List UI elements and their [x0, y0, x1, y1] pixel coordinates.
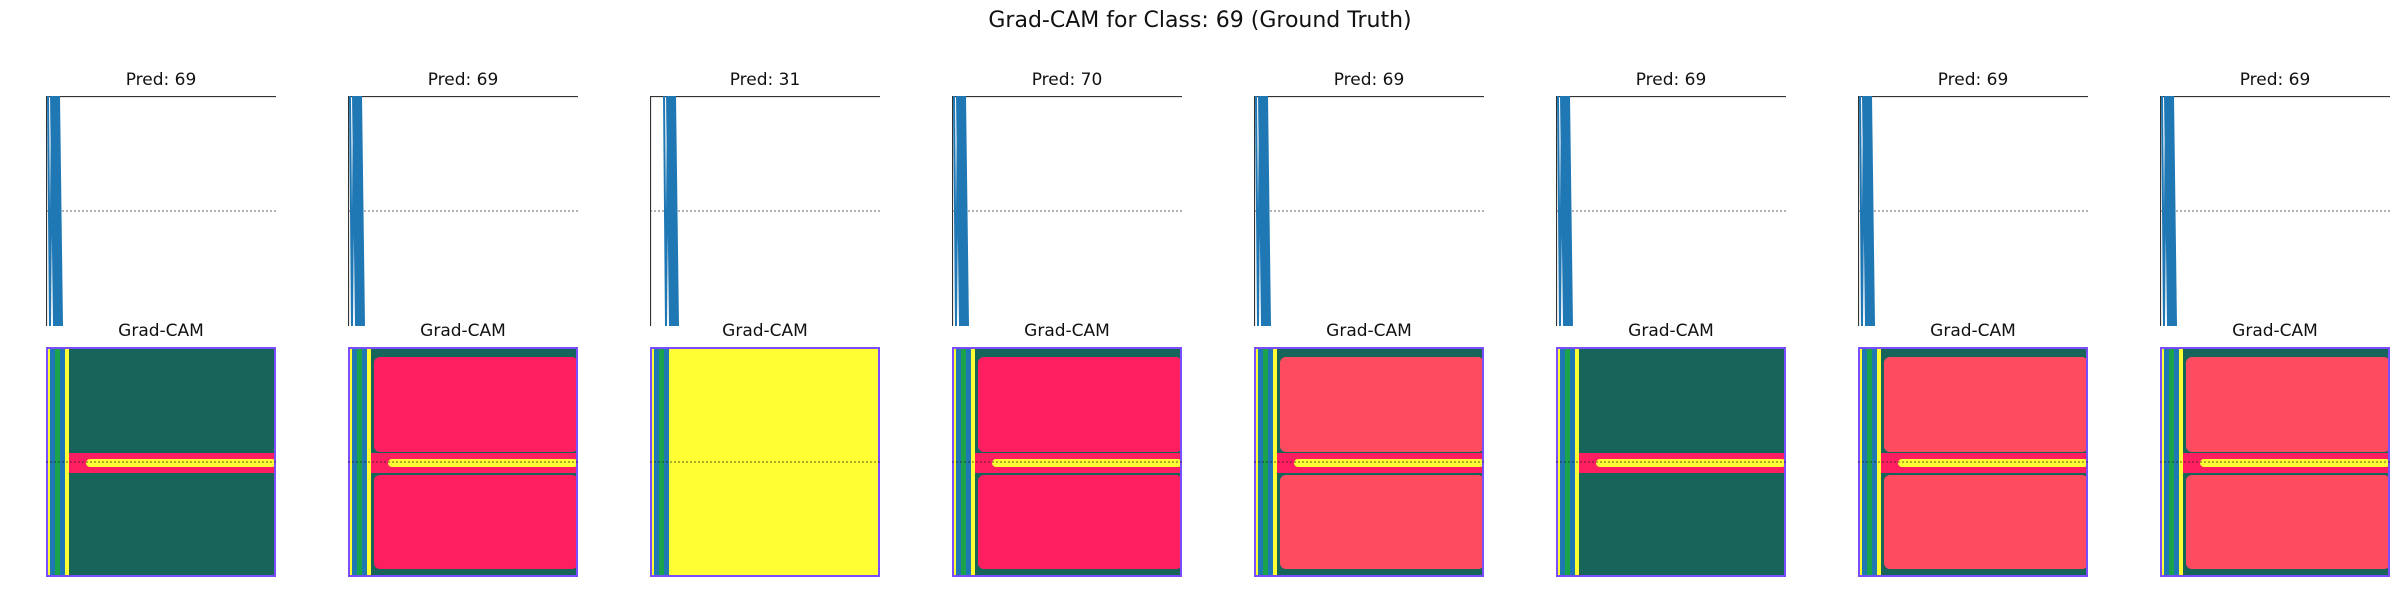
heat-region-bottom	[374, 475, 578, 569]
cam-title: Grad-CAM	[1024, 321, 1110, 341]
activation-core	[388, 459, 578, 467]
signal-plot	[46, 96, 276, 326]
edge-stripe	[1565, 347, 1570, 577]
cam-title: Grad-CAM	[2232, 321, 2318, 341]
cam-title: Grad-CAM	[722, 321, 808, 341]
edge-stripe	[2169, 347, 2174, 577]
edge-stripe	[1560, 347, 1565, 577]
signal-background	[1556, 96, 1786, 326]
gradcam-heatmap	[348, 347, 578, 577]
activation-core	[86, 459, 276, 467]
pred-title: Pred: 69	[427, 70, 499, 90]
heat-region-bottom	[1582, 475, 1786, 569]
pred-title: Pred: 69	[125, 70, 197, 90]
panel-column: Pred: 69 Grad-CAM	[46, 0, 276, 600]
signal-background	[46, 96, 276, 326]
signal-plot	[2160, 96, 2390, 326]
panel-column: Pred: 31 Grad-CAM	[650, 0, 880, 600]
pred-title: Pred: 31	[729, 70, 801, 90]
pred-title: Pred: 69	[2239, 70, 2311, 90]
signal-background	[650, 96, 880, 326]
edge-stripe	[659, 347, 664, 577]
cam-title: Grad-CAM	[1628, 321, 1714, 341]
signal-background	[1858, 96, 2088, 326]
signal-trace	[2161, 96, 2177, 326]
heat-region-top	[374, 357, 578, 452]
edge-stripe	[1862, 347, 1867, 577]
cam-title: Grad-CAM	[1930, 321, 2016, 341]
panel-column: Pred: 70 Grad-CAM	[952, 0, 1182, 600]
edge-stripe	[2164, 347, 2169, 577]
edge-stripe	[55, 347, 60, 577]
signal-background	[348, 96, 578, 326]
signal-background	[952, 96, 1182, 326]
heat-region-bottom	[72, 475, 276, 569]
panel-column: Pred: 69 Grad-CAM	[2160, 0, 2390, 600]
signal-plot	[1556, 96, 1786, 326]
edge-stripe	[961, 347, 966, 577]
heat-region-top	[1582, 357, 1786, 452]
gradcam-heatmap	[46, 347, 276, 577]
heat-region-top	[2186, 357, 2390, 452]
signal-trace	[349, 96, 365, 326]
edge-stripe	[654, 347, 659, 577]
cam-title: Grad-CAM	[118, 321, 204, 341]
activation-core	[2200, 459, 2390, 467]
heat-region-top	[1280, 357, 1484, 452]
signal-trace	[1859, 96, 1875, 326]
pred-title: Pred: 69	[1635, 70, 1707, 90]
edge-stripe	[1263, 347, 1268, 577]
heat-region-top	[72, 357, 276, 452]
signal-plot	[952, 96, 1182, 326]
heat-region-bottom	[978, 475, 1182, 569]
panel-column: Pred: 69 Grad-CAM	[1254, 0, 1484, 600]
signal-trace	[47, 96, 63, 326]
signal-plot	[650, 96, 880, 326]
edge-stripe	[357, 347, 362, 577]
activation-core	[690, 459, 880, 467]
edge-stripe	[50, 347, 55, 577]
activation-core	[992, 459, 1182, 467]
heat-region-bottom	[1280, 475, 1484, 569]
pred-title: Pred: 69	[1937, 70, 2009, 90]
activation-core	[1294, 459, 1484, 467]
edge-stripe	[352, 347, 357, 577]
gradcam-heatmap	[2160, 347, 2390, 577]
gradcam-heatmap	[952, 347, 1182, 577]
gradcam-heatmap	[650, 347, 880, 577]
signal-trace	[1255, 96, 1271, 326]
pred-title: Pred: 70	[1031, 70, 1103, 90]
gradcam-heatmap	[1858, 347, 2088, 577]
edge-stripe	[1258, 347, 1263, 577]
panel-column: Pred: 69 Grad-CAM	[1858, 0, 2088, 600]
heat-region-bottom	[1884, 475, 2088, 569]
cam-title: Grad-CAM	[420, 321, 506, 341]
panel-column: Pred: 69 Grad-CAM	[348, 0, 578, 600]
gradcam-heatmap	[1556, 347, 1786, 577]
gradcam-heatmap	[1254, 347, 1484, 577]
edge-stripe	[1867, 347, 1872, 577]
panel-column: Pred: 69 Grad-CAM	[1556, 0, 1786, 600]
heat-region-top	[978, 357, 1182, 452]
signal-trace	[1557, 96, 1573, 326]
activation-core	[1596, 459, 1786, 467]
signal-plot	[1254, 96, 1484, 326]
signal-trace	[953, 96, 969, 326]
heat-region-bottom	[2186, 475, 2390, 569]
activation-core	[1898, 459, 2088, 467]
heat-region-top	[1884, 357, 2088, 452]
signal-plot	[1858, 96, 2088, 326]
signal-background	[1254, 96, 1484, 326]
edge-stripe	[956, 347, 961, 577]
pred-title: Pred: 69	[1333, 70, 1405, 90]
signal-plot	[348, 96, 578, 326]
signal-background	[2160, 96, 2390, 326]
cam-title: Grad-CAM	[1326, 321, 1412, 341]
signal-trace	[663, 96, 679, 326]
figure-title: Grad-CAM for Class: 69 (Ground Truth)	[988, 8, 1412, 33]
